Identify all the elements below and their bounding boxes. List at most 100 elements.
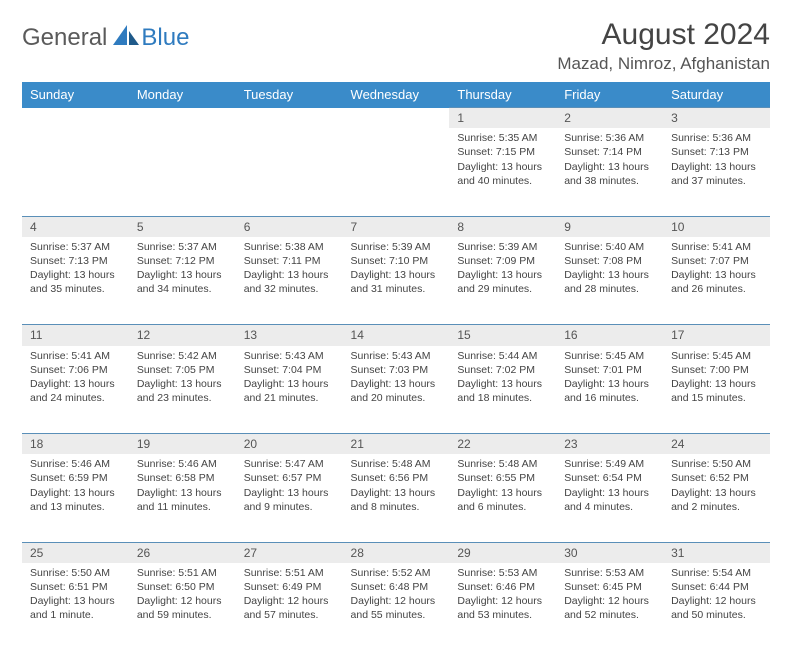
day-details: Sunrise: 5:39 AMSunset: 7:09 PMDaylight:…	[457, 240, 548, 297]
sunset-text: Sunset: 7:13 PM	[30, 254, 121, 268]
day-content-cell: Sunrise: 5:48 AMSunset: 6:55 PMDaylight:…	[449, 454, 556, 542]
daylight-text: Daylight: 13 hours and 1 minute.	[30, 594, 121, 622]
day-number-cell: 10	[663, 216, 770, 237]
sunrise-text: Sunrise: 5:36 AM	[671, 131, 762, 145]
day-details: Sunrise: 5:45 AMSunset: 7:00 PMDaylight:…	[671, 349, 762, 406]
day-number: 15	[457, 328, 470, 342]
day-number-cell: 31	[663, 542, 770, 563]
daylight-text: Daylight: 13 hours and 24 minutes.	[30, 377, 121, 405]
sunrise-text: Sunrise: 5:39 AM	[351, 240, 442, 254]
day-number: 5	[137, 220, 144, 234]
sunset-text: Sunset: 7:07 PM	[671, 254, 762, 268]
sunrise-text: Sunrise: 5:38 AM	[244, 240, 335, 254]
day-number-cell: 14	[343, 325, 450, 346]
day-content-cell: Sunrise: 5:54 AMSunset: 6:44 PMDaylight:…	[663, 563, 770, 651]
title-block: August 2024 Mazad, Nimroz, Afghanistan	[557, 18, 770, 74]
sunset-text: Sunset: 6:52 PM	[671, 471, 762, 485]
day-number-row: 18192021222324	[22, 434, 770, 455]
day-number: 6	[244, 220, 251, 234]
daylight-text: Daylight: 13 hours and 21 minutes.	[244, 377, 335, 405]
sunrise-text: Sunrise: 5:42 AM	[137, 349, 228, 363]
day-number: 30	[564, 546, 577, 560]
day-details: Sunrise: 5:43 AMSunset: 7:03 PMDaylight:…	[351, 349, 442, 406]
day-number-row: 123	[22, 108, 770, 129]
day-content-cell	[343, 128, 450, 216]
sunset-text: Sunset: 7:12 PM	[137, 254, 228, 268]
sunset-text: Sunset: 7:15 PM	[457, 145, 548, 159]
day-number-cell: 6	[236, 216, 343, 237]
day-number-cell: 19	[129, 434, 236, 455]
day-number-cell	[22, 108, 129, 129]
day-number-cell: 16	[556, 325, 663, 346]
header: General Blue August 2024 Mazad, Nimroz, …	[22, 18, 770, 74]
sunrise-text: Sunrise: 5:37 AM	[30, 240, 121, 254]
day-details: Sunrise: 5:50 AMSunset: 6:51 PMDaylight:…	[30, 566, 121, 623]
day-number-cell: 17	[663, 325, 770, 346]
day-content-cell: Sunrise: 5:43 AMSunset: 7:04 PMDaylight:…	[236, 346, 343, 434]
day-number: 4	[30, 220, 37, 234]
day-content-cell: Sunrise: 5:38 AMSunset: 7:11 PMDaylight:…	[236, 237, 343, 325]
day-number: 12	[137, 328, 150, 342]
sunrise-text: Sunrise: 5:45 AM	[564, 349, 655, 363]
day-details: Sunrise: 5:53 AMSunset: 6:45 PMDaylight:…	[564, 566, 655, 623]
sunset-text: Sunset: 7:11 PM	[244, 254, 335, 268]
sunset-text: Sunset: 7:00 PM	[671, 363, 762, 377]
sunrise-text: Sunrise: 5:41 AM	[30, 349, 121, 363]
day-content-cell	[22, 128, 129, 216]
day-number-cell: 29	[449, 542, 556, 563]
sunset-text: Sunset: 7:14 PM	[564, 145, 655, 159]
sunset-text: Sunset: 6:58 PM	[137, 471, 228, 485]
daylight-text: Daylight: 12 hours and 55 minutes.	[351, 594, 442, 622]
day-content-row: Sunrise: 5:41 AMSunset: 7:06 PMDaylight:…	[22, 346, 770, 434]
day-content-cell: Sunrise: 5:51 AMSunset: 6:49 PMDaylight:…	[236, 563, 343, 651]
sunrise-text: Sunrise: 5:43 AM	[244, 349, 335, 363]
day-details: Sunrise: 5:45 AMSunset: 7:01 PMDaylight:…	[564, 349, 655, 406]
day-content-cell: Sunrise: 5:48 AMSunset: 6:56 PMDaylight:…	[343, 454, 450, 542]
daylight-text: Daylight: 13 hours and 38 minutes.	[564, 160, 655, 188]
day-details: Sunrise: 5:51 AMSunset: 6:49 PMDaylight:…	[244, 566, 335, 623]
day-content-cell: Sunrise: 5:37 AMSunset: 7:12 PMDaylight:…	[129, 237, 236, 325]
sunset-text: Sunset: 6:57 PM	[244, 471, 335, 485]
day-content-cell: Sunrise: 5:50 AMSunset: 6:52 PMDaylight:…	[663, 454, 770, 542]
day-content-cell: Sunrise: 5:52 AMSunset: 6:48 PMDaylight:…	[343, 563, 450, 651]
day-number-cell	[343, 108, 450, 129]
day-number: 13	[244, 328, 257, 342]
day-content-cell: Sunrise: 5:39 AMSunset: 7:10 PMDaylight:…	[343, 237, 450, 325]
sunrise-text: Sunrise: 5:37 AM	[137, 240, 228, 254]
day-details: Sunrise: 5:50 AMSunset: 6:52 PMDaylight:…	[671, 457, 762, 514]
daylight-text: Daylight: 13 hours and 29 minutes.	[457, 268, 548, 296]
sunset-text: Sunset: 7:08 PM	[564, 254, 655, 268]
daylight-text: Daylight: 13 hours and 18 minutes.	[457, 377, 548, 405]
sunrise-text: Sunrise: 5:43 AM	[351, 349, 442, 363]
daylight-text: Daylight: 13 hours and 15 minutes.	[671, 377, 762, 405]
day-content-cell: Sunrise: 5:42 AMSunset: 7:05 PMDaylight:…	[129, 346, 236, 434]
day-content-row: Sunrise: 5:50 AMSunset: 6:51 PMDaylight:…	[22, 563, 770, 651]
day-number-cell: 24	[663, 434, 770, 455]
day-content-cell: Sunrise: 5:41 AMSunset: 7:06 PMDaylight:…	[22, 346, 129, 434]
weekday-header: Thursday	[449, 82, 556, 108]
day-number-cell: 27	[236, 542, 343, 563]
day-number-row: 45678910	[22, 216, 770, 237]
day-number-row: 11121314151617	[22, 325, 770, 346]
daylight-text: Daylight: 13 hours and 23 minutes.	[137, 377, 228, 405]
sunset-text: Sunset: 6:48 PM	[351, 580, 442, 594]
sunset-text: Sunset: 6:59 PM	[30, 471, 121, 485]
day-number: 27	[244, 546, 257, 560]
sunrise-text: Sunrise: 5:48 AM	[457, 457, 548, 471]
day-number: 29	[457, 546, 470, 560]
day-details: Sunrise: 5:43 AMSunset: 7:04 PMDaylight:…	[244, 349, 335, 406]
day-details: Sunrise: 5:36 AMSunset: 7:13 PMDaylight:…	[671, 131, 762, 188]
day-number: 20	[244, 437, 257, 451]
day-number-cell: 3	[663, 108, 770, 129]
daylight-text: Daylight: 13 hours and 8 minutes.	[351, 486, 442, 514]
day-details: Sunrise: 5:37 AMSunset: 7:12 PMDaylight:…	[137, 240, 228, 297]
day-content-cell	[129, 128, 236, 216]
day-number-cell: 9	[556, 216, 663, 237]
day-content-cell: Sunrise: 5:39 AMSunset: 7:09 PMDaylight:…	[449, 237, 556, 325]
sunrise-text: Sunrise: 5:53 AM	[564, 566, 655, 580]
day-details: Sunrise: 5:48 AMSunset: 6:56 PMDaylight:…	[351, 457, 442, 514]
calendar-table: Sunday Monday Tuesday Wednesday Thursday…	[22, 82, 770, 651]
day-number: 14	[351, 328, 364, 342]
day-content-cell	[236, 128, 343, 216]
day-details: Sunrise: 5:53 AMSunset: 6:46 PMDaylight:…	[457, 566, 548, 623]
